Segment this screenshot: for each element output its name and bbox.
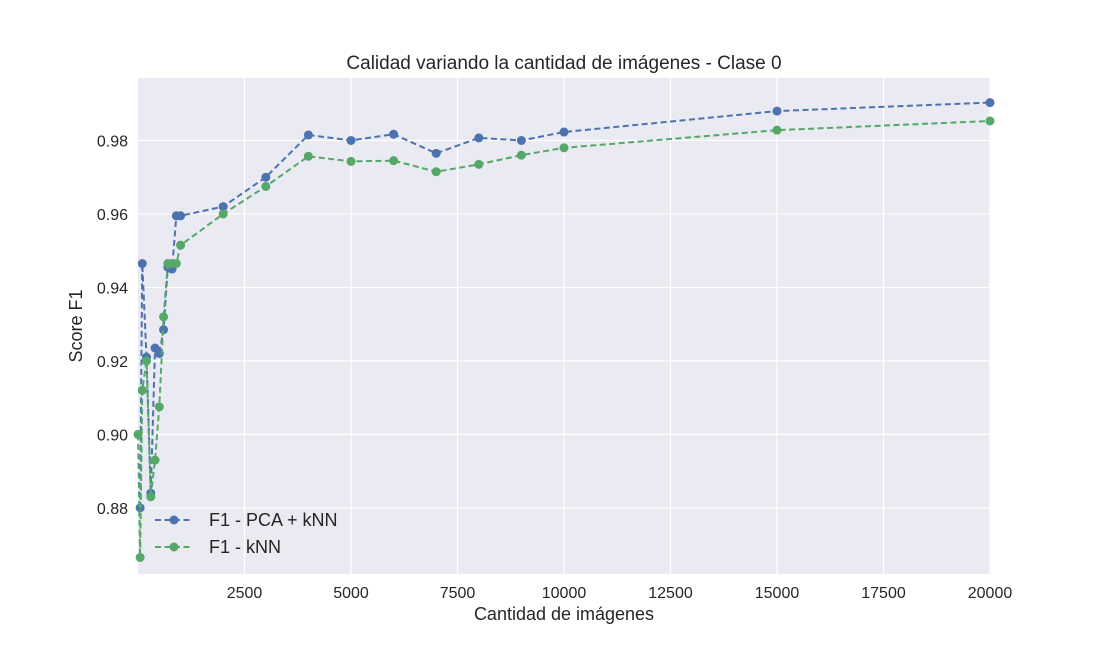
data-point (218, 202, 228, 212)
y-tick-label: 0.96 (97, 207, 128, 224)
data-point (150, 455, 160, 465)
chart-title: Calidad variando la cantidad de imágenes… (346, 53, 781, 74)
data-point (176, 240, 186, 250)
data-point (142, 356, 152, 366)
data-point (346, 156, 356, 166)
data-point (985, 98, 995, 108)
data-point (137, 385, 147, 395)
legend: F1 - PCA + kNN F1 - kNN (155, 510, 338, 557)
data-point (474, 159, 484, 169)
data-point (431, 148, 441, 158)
series-2 (133, 116, 995, 562)
x-tick-label: 15000 (755, 585, 800, 602)
data-point (772, 106, 782, 116)
x-axis-ticks: 2500 5000 7500 10000 12500 15000 17500 20000 (227, 585, 1013, 602)
data-point (389, 129, 399, 139)
y-axis-label: Score F1 (66, 289, 86, 362)
data-point (218, 209, 228, 219)
y-tick-label: 0.94 (97, 280, 128, 297)
data-point (303, 151, 313, 161)
series-layer (133, 98, 995, 562)
y-tick-label: 0.92 (97, 354, 128, 371)
data-point (171, 259, 181, 269)
x-tick-label: 12500 (648, 585, 693, 602)
x-tick-label: 7500 (440, 585, 476, 602)
data-point (516, 150, 526, 160)
data-point (772, 125, 782, 135)
legend-item: F1 - kNN (155, 537, 281, 557)
grid (138, 78, 991, 574)
y-tick-label: 0.90 (97, 427, 128, 444)
legend-label: F1 - kNN (209, 537, 281, 557)
legend-item: F1 - PCA + kNN (155, 510, 338, 530)
data-point (303, 130, 313, 140)
data-point (559, 143, 569, 153)
y-tick-label: 0.98 (97, 133, 128, 150)
data-point (516, 135, 526, 145)
x-tick-label: 17500 (861, 585, 906, 602)
legend-label: F1 - PCA + kNN (209, 510, 338, 530)
data-point (559, 127, 569, 137)
x-tick-label: 2500 (227, 585, 263, 602)
data-point (431, 167, 441, 177)
data-point (154, 402, 164, 412)
data-point (159, 325, 169, 335)
data-point (261, 181, 271, 191)
data-point (176, 211, 186, 221)
data-point (146, 492, 156, 502)
y-axis-ticks: 0.88 0.90 0.92 0.94 0.96 0.98 (97, 133, 128, 517)
series-line (139, 101, 991, 508)
x-tick-label: 20000 (968, 585, 1013, 602)
x-tick-label: 5000 (333, 585, 369, 602)
data-point (135, 552, 145, 562)
data-point (346, 135, 356, 145)
data-point (133, 429, 143, 439)
data-point (985, 116, 995, 126)
x-tick-label: 10000 (542, 585, 587, 602)
legend-marker (169, 542, 179, 552)
data-point (137, 259, 147, 269)
data-point (474, 133, 484, 143)
data-point (261, 172, 271, 182)
y-tick-label: 0.88 (97, 501, 128, 518)
data-point (389, 156, 399, 166)
legend-marker (169, 515, 179, 525)
data-point (159, 312, 169, 322)
x-axis-label: Cantidad de imágenes (474, 604, 654, 624)
